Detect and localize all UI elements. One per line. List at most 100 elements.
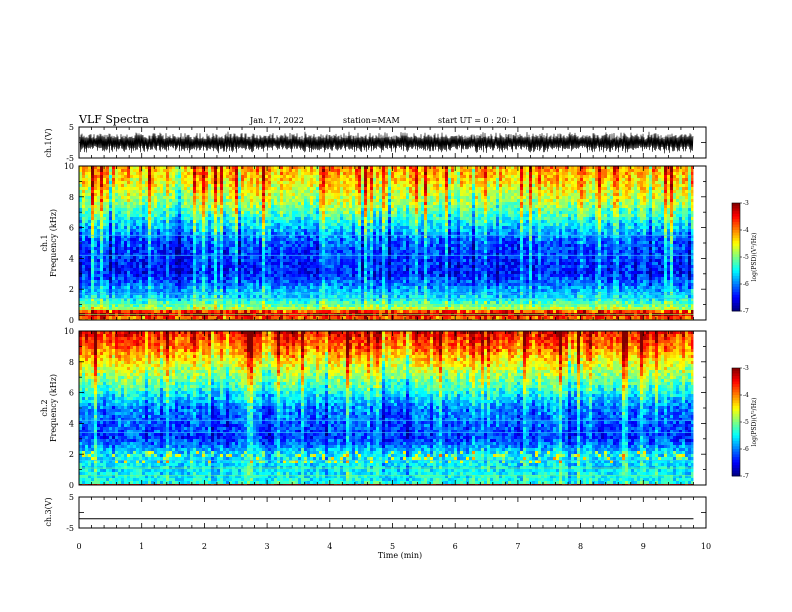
spectrogram-cell — [139, 178, 143, 182]
spectrogram-cell — [352, 205, 356, 209]
spectrogram-cell — [286, 295, 290, 299]
spectrogram-cell — [148, 223, 152, 227]
spectrogram-cell — [286, 301, 290, 305]
spectrogram-cell — [100, 277, 104, 281]
spectrogram-cell — [115, 217, 119, 221]
spectrogram-cell — [307, 304, 311, 308]
spectrogram-cell — [259, 241, 263, 245]
spectrogram-cell — [319, 244, 323, 248]
spectrogram-cell — [115, 187, 119, 191]
spectrogram-cell — [85, 298, 89, 302]
spectrogram-cell — [358, 223, 362, 227]
spectrogram-cell — [133, 298, 137, 302]
spectrogram-cell — [346, 301, 350, 305]
spectrogram-cell — [124, 217, 128, 221]
spectrogram-cell — [304, 166, 308, 170]
spectrogram-cell — [220, 241, 224, 245]
spectrogram-cell — [304, 190, 308, 194]
spectrogram-cell — [190, 232, 194, 236]
spectrogram-cell — [289, 190, 293, 194]
spectrogram-cell — [349, 208, 353, 212]
spectrogram-cell — [250, 178, 254, 182]
spectrogram-cell — [178, 220, 182, 224]
spectrogram-cell — [190, 268, 194, 272]
spectrogram-cell — [130, 262, 134, 266]
spectrogram-cell — [205, 253, 209, 257]
spectrogram-cell — [166, 184, 170, 188]
spectrogram-cell — [346, 241, 350, 245]
spectrogram-cell — [136, 298, 140, 302]
spectrogram-cell — [244, 199, 248, 203]
spectrogram-cell — [79, 316, 83, 320]
spectrogram-cell — [175, 274, 179, 278]
spectrogram-cell — [103, 205, 107, 209]
spectrogram-cell — [100, 244, 104, 248]
spectrogram-cell — [337, 250, 341, 254]
spectrogram-cell — [91, 277, 95, 281]
spectrogram-cell — [250, 226, 254, 230]
spectrogram-cell — [226, 166, 230, 170]
spectrogram-cell — [124, 274, 128, 278]
spectrogram-cell — [295, 220, 299, 224]
spectrogram-cell — [232, 184, 236, 188]
spectrogram-cell — [94, 193, 98, 197]
spectrogram-cell — [310, 229, 314, 233]
spectrogram-cell — [103, 298, 107, 302]
spectrogram-cell — [130, 196, 134, 200]
spectrogram-cell — [328, 286, 332, 290]
spectrogram-cell — [268, 244, 272, 248]
spectrogram-cell — [109, 208, 113, 212]
spectrogram-cell — [214, 169, 218, 173]
spectrogram-cell — [109, 175, 113, 179]
spectrogram-cell — [310, 247, 314, 251]
spectrogram-cell — [301, 202, 305, 206]
spectrogram-cell — [334, 286, 338, 290]
spectrogram-cell — [262, 259, 266, 263]
spectrogram-cell — [250, 289, 254, 293]
spectrogram-cell — [202, 235, 206, 239]
spectrogram-cell — [292, 271, 296, 275]
spectrogram-cell — [121, 301, 125, 305]
spectrogram-cell — [244, 220, 248, 224]
spectrogram-cell — [256, 280, 260, 284]
spectrogram-cell — [247, 211, 251, 215]
spectrogram-cell — [340, 295, 344, 299]
spectrogram-cell — [238, 196, 242, 200]
spectrogram-cell — [226, 289, 230, 293]
spectrogram-cell — [151, 307, 155, 311]
spectrogram-cell — [241, 166, 245, 170]
spectrogram-cell — [313, 310, 317, 314]
spectrogram-cell — [172, 169, 176, 173]
spectrogram-cell — [250, 193, 254, 197]
spectrogram-cell — [169, 205, 173, 209]
spectrogram-cell — [184, 274, 188, 278]
spectrogram-cell — [88, 202, 92, 206]
spectrogram-cell — [319, 265, 323, 269]
spectrogram-cell — [109, 166, 113, 170]
spectrogram-cell — [220, 256, 224, 260]
spectrogram-cell — [277, 274, 281, 278]
spectrogram-cell — [358, 178, 362, 182]
spectrogram-cell — [250, 280, 254, 284]
spectrogram-cell — [145, 223, 149, 227]
spectrogram-cell — [343, 175, 347, 179]
spectrogram-cell — [277, 253, 281, 257]
spectrogram-cell — [229, 169, 233, 173]
spectrogram-cell — [292, 223, 296, 227]
spectrogram-cell — [154, 241, 158, 245]
spectrogram-cell — [310, 232, 314, 236]
spectrogram-cell — [148, 214, 152, 218]
spectrogram-cell — [157, 214, 161, 218]
spectrogram-cell — [112, 268, 116, 272]
spectrogram-cell — [133, 301, 137, 305]
spectrogram-cell — [220, 190, 224, 194]
spectrogram-cell — [118, 271, 122, 275]
spectrogram-cell — [232, 286, 236, 290]
spectrogram-cell — [355, 310, 359, 314]
spectrogram-cell — [157, 259, 161, 263]
spectrogram-cell — [217, 277, 221, 281]
spectrogram-cell — [196, 202, 200, 206]
spectrogram-cell — [253, 247, 257, 251]
spectrogram-cell — [253, 283, 257, 287]
spectrogram-cell — [103, 268, 107, 272]
